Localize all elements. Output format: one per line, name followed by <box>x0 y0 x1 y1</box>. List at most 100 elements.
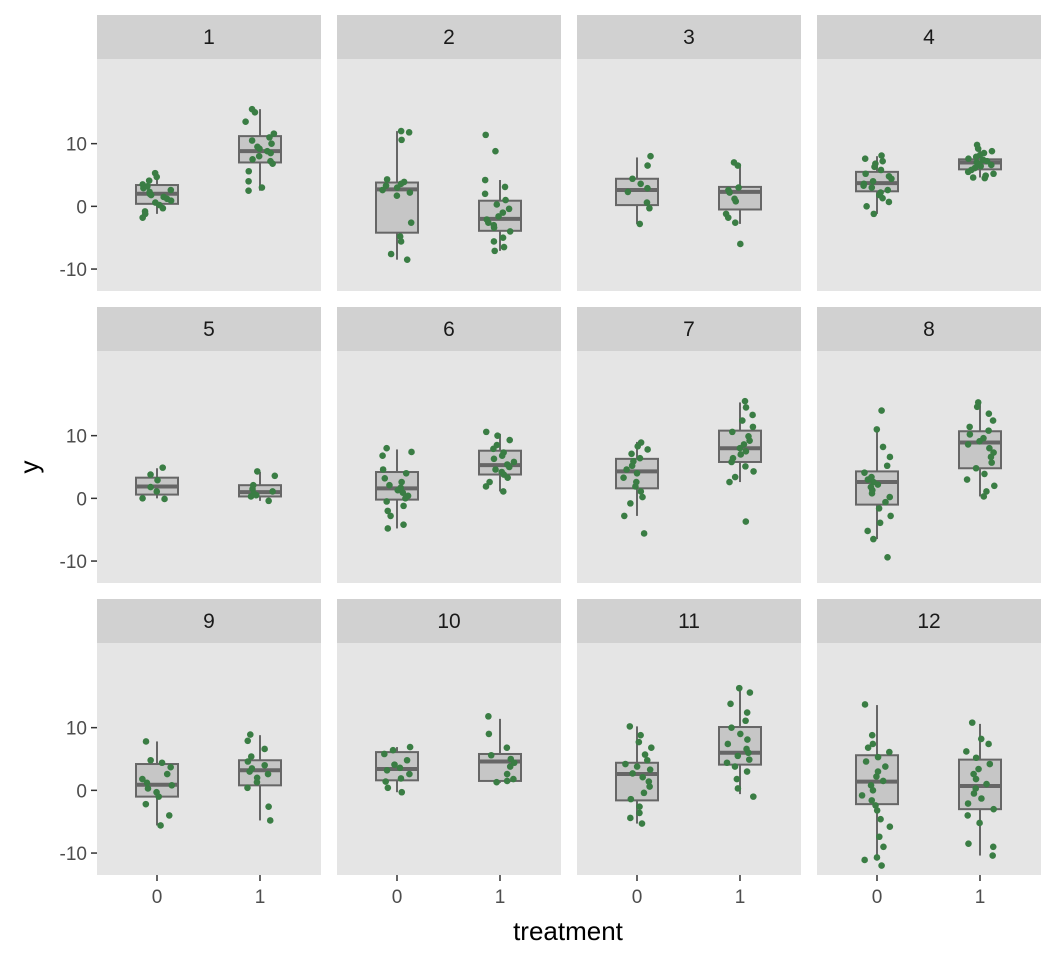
panel-background <box>577 59 801 291</box>
data-point <box>737 451 745 458</box>
data-point <box>394 486 402 494</box>
data-point <box>964 812 971 819</box>
data-point <box>877 815 884 823</box>
data-point <box>165 812 173 819</box>
data-point <box>728 724 735 731</box>
data-point <box>620 512 628 520</box>
y-tick-label: 0 <box>76 781 87 802</box>
data-point <box>876 519 884 527</box>
facet-strip <box>97 599 321 643</box>
data-point <box>863 203 870 210</box>
data-point <box>991 482 998 490</box>
data-point <box>989 852 996 859</box>
data-point <box>266 134 273 141</box>
data-point <box>862 758 870 765</box>
data-point <box>406 743 414 751</box>
data-point <box>745 756 753 763</box>
data-point <box>143 779 151 787</box>
data-point <box>383 444 390 452</box>
data-point <box>867 782 875 789</box>
data-point <box>985 427 992 434</box>
data-point <box>965 155 972 162</box>
data-point <box>875 505 883 512</box>
data-point <box>408 448 415 456</box>
data-point <box>874 768 882 775</box>
data-point <box>636 454 644 462</box>
data-point <box>868 490 876 497</box>
data-point <box>972 464 980 472</box>
data-point <box>749 423 757 431</box>
data-point <box>500 488 507 495</box>
data-point <box>644 162 651 169</box>
facet-strip-label: 1 <box>203 26 215 49</box>
data-point <box>634 443 642 450</box>
data-point <box>623 466 630 473</box>
data-point <box>750 793 757 800</box>
facet-strip-label: 5 <box>203 318 215 341</box>
facet-panel-3: 3 <box>577 15 801 291</box>
data-point <box>167 197 175 205</box>
data-point <box>869 177 877 185</box>
data-point <box>741 397 749 405</box>
data-point <box>864 527 871 535</box>
data-point <box>733 775 741 783</box>
data-point <box>396 233 404 240</box>
data-point <box>510 775 517 783</box>
facet-strip <box>337 15 561 59</box>
panel-background <box>817 351 1041 583</box>
data-point <box>638 820 646 827</box>
data-point <box>640 789 648 797</box>
x-tick-label: 0 <box>392 887 403 908</box>
data-point <box>167 186 175 194</box>
data-point <box>265 803 272 810</box>
data-point <box>383 176 391 183</box>
data-point <box>261 761 268 769</box>
data-point <box>139 775 146 783</box>
data-point <box>873 773 880 780</box>
panel-background <box>577 351 801 583</box>
data-point <box>858 792 866 799</box>
panel-background <box>577 643 801 875</box>
data-point <box>258 184 266 191</box>
data-point <box>983 488 990 495</box>
facet-strip <box>337 599 561 643</box>
data-point <box>639 493 646 501</box>
data-point <box>644 446 651 453</box>
data-point <box>502 196 509 204</box>
facet-strip <box>577 599 801 643</box>
data-point <box>981 470 988 478</box>
data-point <box>964 441 972 448</box>
facet-panel-7: 7 <box>577 307 801 583</box>
data-point <box>969 174 977 181</box>
data-point <box>878 152 885 159</box>
data-point <box>986 444 993 452</box>
data-point <box>876 833 883 841</box>
data-point <box>244 758 252 765</box>
data-point <box>864 744 872 752</box>
data-point <box>139 495 146 502</box>
data-point <box>384 784 392 792</box>
data-point <box>648 744 655 752</box>
data-point <box>737 240 744 248</box>
data-point <box>727 700 734 708</box>
data-point <box>159 204 167 212</box>
data-point <box>742 518 750 525</box>
data-point <box>147 191 155 199</box>
facet-strip <box>577 15 801 59</box>
data-point <box>405 129 413 136</box>
data-point <box>861 856 868 864</box>
data-point <box>485 713 492 720</box>
data-point <box>406 770 413 778</box>
data-point <box>644 184 651 192</box>
data-point <box>486 478 493 486</box>
data-point <box>482 428 490 436</box>
data-point <box>985 410 993 418</box>
facet-strip <box>817 599 1041 643</box>
data-point <box>506 228 514 235</box>
data-point <box>504 474 511 481</box>
data-point <box>864 476 872 483</box>
data-point <box>965 840 972 847</box>
data-point <box>985 740 992 748</box>
data-point <box>726 478 733 486</box>
